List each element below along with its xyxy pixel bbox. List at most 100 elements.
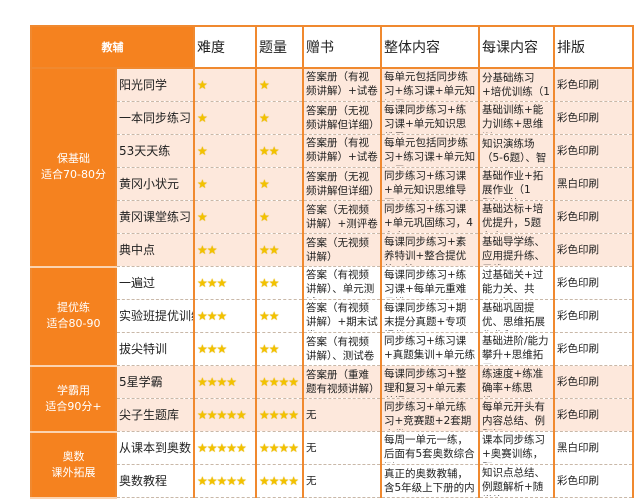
- book-name-text: 一遍过: [119, 276, 156, 290]
- overall-text: 每课同步练习+期末提分真题+专项提优: [384, 302, 467, 331]
- gift-text: 答案册（无视频讲解但详细）: [306, 105, 378, 131]
- layout-text: 黑白印刷: [557, 442, 599, 454]
- group-cell: 奥数 课外拓展: [30, 431, 117, 499]
- overall-text: 真正的奥数教辅，含5年级上下册的内: [384, 468, 475, 494]
- star-rating-icon: ★★★★★: [197, 440, 247, 455]
- layout-text: 彩色印刷: [557, 211, 599, 223]
- star-rating-icon: ★★★★: [259, 407, 299, 422]
- header-row: 教辅 难度 题量 赠书 整体内容 每课内容 排版: [30, 25, 634, 69]
- layout-cell: 彩色印刷: [553, 299, 634, 333]
- gift-cell: 答案册（有视频讲解）+试卷册: [302, 68, 382, 102]
- difficulty-cell: ★: [193, 101, 257, 135]
- difficulty-cell: ★: [193, 200, 257, 234]
- header-difficulty: 难度: [193, 25, 257, 69]
- per-lesson-text: 基础进阶/能力攀升+思维拓展,: [482, 335, 549, 364]
- overall-text: 每课同步练习+整理和复习+单元素养提: [384, 368, 467, 397]
- table-row: 奥数教程 ★★★★★ ★★★★ 无真正的奥数教辅，含5年级上下册的内 知识点总结、例题解…: [31, 464, 634, 498]
- book-name-text: 典中点: [119, 243, 156, 257]
- gift-text: 答案（有视频讲解）+期末试卷: [306, 302, 378, 331]
- table-row: 典中点 ★★ ★★ 答案（无视频讲解） 每课同步练习+素养特训+整合提优练+单基础导学练…: [31, 233, 634, 267]
- book-name-text: 奥数教程: [119, 474, 168, 488]
- overall-cell: 每课同步练习+练习课+单元知识思维导: [380, 101, 480, 135]
- star-rating-icon: ★★★★★: [197, 407, 247, 422]
- book-name: 典中点: [115, 233, 195, 267]
- group-label: 保基础: [57, 152, 90, 166]
- table-row: 实验班提优训练★★★★★答案（有视频讲解）+期末试卷每课同步练习+期末提分真题+…: [31, 299, 634, 333]
- amount-cell: ★★: [255, 134, 304, 168]
- overall-cell: 同步练习+单元练习+竞赛题+2套期末卷: [380, 398, 480, 432]
- star-rating-icon: ★★: [259, 275, 279, 290]
- layout-cell: 彩色印刷: [553, 101, 634, 135]
- star-rating-icon: ★★★★★: [197, 473, 247, 488]
- book-name: 奥数教程: [115, 464, 195, 498]
- overall-text: 同步练习+练习课+真题集训+单元练习+4: [384, 335, 476, 364]
- table-row: 奥数课外拓展从课本到奥数★★★★★★★★★无每周一单元一练，后面有5套奥数综合测…: [30, 431, 634, 499]
- amount-cell: ★: [255, 167, 304, 201]
- gift-text: 答案册（重难题有视频讲解）: [306, 369, 378, 395]
- per-lesson-cell: 知识点总结、例题解析+随堂练: [478, 464, 555, 498]
- book-name: 拔尖特训: [115, 332, 195, 366]
- per-lesson-cell: 过基础关+过能力关、共5/6大: [478, 266, 555, 300]
- layout-text: 彩色印刷: [557, 277, 599, 289]
- overall-text: 每单元包括同步练习+练习课+单元知识思: [384, 71, 476, 100]
- star-rating-icon: ★: [197, 143, 208, 158]
- difficulty-cell: ★★★: [193, 266, 257, 300]
- amount-cell: ★★★★: [255, 464, 304, 498]
- amount-cell: ★★★★: [255, 365, 304, 399]
- difficulty-cell: ★★: [193, 233, 257, 267]
- book-name: 尖子生题库: [115, 398, 195, 432]
- gift-text: 无: [306, 475, 317, 487]
- per-lesson-cell: 练速度+练准确率+练思维，一: [478, 365, 555, 399]
- group-cell: 保基础 适合70-80分: [30, 68, 117, 268]
- overall-cell: 每课同步练习+练习课+每单元重难易错: [380, 266, 480, 300]
- book-name: 实验班提优训练: [115, 299, 195, 333]
- star-rating-icon: ★★★★: [259, 440, 299, 455]
- layout-text: 黑白印刷: [557, 178, 599, 190]
- header-layout: 排版: [553, 25, 634, 69]
- star-rating-icon: ★★★: [197, 308, 227, 323]
- star-rating-icon: ★: [259, 110, 270, 125]
- per-lesson-text: 基础巩固提优、思维拓展作业和: [482, 302, 545, 331]
- difficulty-cell: ★: [193, 134, 257, 168]
- book-name: 黄冈课堂练习: [115, 200, 195, 234]
- star-rating-icon: ★: [197, 209, 208, 224]
- layout-text: 彩色印刷: [557, 376, 599, 388]
- table-row: 尖子生题库★★★★★★★★★无同步练习+单元练习+竞赛题+2套期末卷每单元开头有…: [31, 398, 634, 432]
- overall-text: 每课同步练习+练习课+单元知识思维导: [384, 104, 467, 133]
- book-name-text: 53天天练: [119, 144, 171, 158]
- layout-text: 彩色印刷: [557, 145, 599, 157]
- amount-cell: ★★★★: [255, 431, 304, 465]
- group-label: 学霸用: [57, 383, 90, 397]
- group-subtitle: 适合80-90: [46, 317, 101, 330]
- gift-text: 无: [306, 442, 317, 454]
- per-lesson-cell: 基础巩固提优、思维拓展作业和: [478, 299, 555, 333]
- overall-text: 每单元包括同步练习+练习课+单元知识思: [384, 137, 476, 166]
- table-row: 保基础适合70-80分阳光同学★★答案册（有视频讲解）+试卷册每单元包括同步练习…: [30, 68, 634, 268]
- per-lesson-text: 过基础关+过能力关、共5/6大: [482, 269, 544, 298]
- amount-cell: ★: [255, 101, 304, 135]
- header-category: 教辅: [30, 25, 195, 69]
- overall-text: 同步练习+练习课+单元知识思维导图+易: [384, 170, 467, 199]
- per-lesson-cell: 基础导学练、应用提升练、思维: [478, 233, 555, 267]
- gift-cell: 答案（有视频讲解）、单元测试: [302, 266, 382, 300]
- star-rating-icon: ★: [259, 209, 270, 224]
- star-rating-icon: ★★★★: [197, 374, 237, 389]
- difficulty-cell: ★★★: [193, 332, 257, 366]
- gift-cell: 答案（有视频讲解）、测试卷: [302, 332, 382, 366]
- table-row: 53天天练★★★答案册（有视频讲解）+试卷册每单元包括同步练习+练习课+单元知识…: [31, 134, 634, 168]
- per-lesson-text: 课本同步练习+奥赛训练，题: [482, 434, 545, 463]
- table-row: 一本同步练习 ★ ★ 答案册（无视频讲解但详细）每课同步练习+练习课+单元知识思维导基…: [31, 101, 634, 135]
- gift-cell: 答案（无视频讲解）: [302, 233, 382, 267]
- header-gift: 赠书: [302, 25, 382, 69]
- group-subtitle: 课外拓展: [51, 465, 96, 479]
- difficulty-cell: ★: [193, 167, 257, 201]
- overall-cell: 每周一单元一练，后面有5套奥数综合测: [380, 431, 480, 465]
- header-overall: 整体内容: [380, 25, 480, 69]
- star-rating-icon: ★: [197, 110, 208, 125]
- difficulty-cell: ★: [193, 68, 257, 102]
- per-lesson-cell: 基础训练+能力训练+思维训: [478, 101, 555, 135]
- star-rating-icon: ★★: [259, 143, 279, 158]
- difficulty-cell: ★★★★: [193, 365, 257, 399]
- star-rating-icon: ★: [259, 176, 270, 191]
- amount-cell: ★: [255, 200, 304, 234]
